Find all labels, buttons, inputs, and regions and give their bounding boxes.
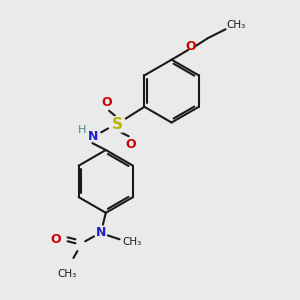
Text: N: N: [88, 130, 98, 143]
Text: O: O: [125, 138, 136, 151]
Text: O: O: [102, 96, 112, 110]
Text: S: S: [111, 117, 122, 132]
Text: N: N: [96, 226, 106, 239]
Text: O: O: [185, 40, 196, 53]
Text: CH₃: CH₃: [123, 237, 142, 247]
Text: O: O: [50, 233, 61, 246]
Text: CH₃: CH₃: [57, 269, 76, 279]
Text: H: H: [77, 125, 86, 135]
Text: CH₃: CH₃: [227, 20, 246, 30]
